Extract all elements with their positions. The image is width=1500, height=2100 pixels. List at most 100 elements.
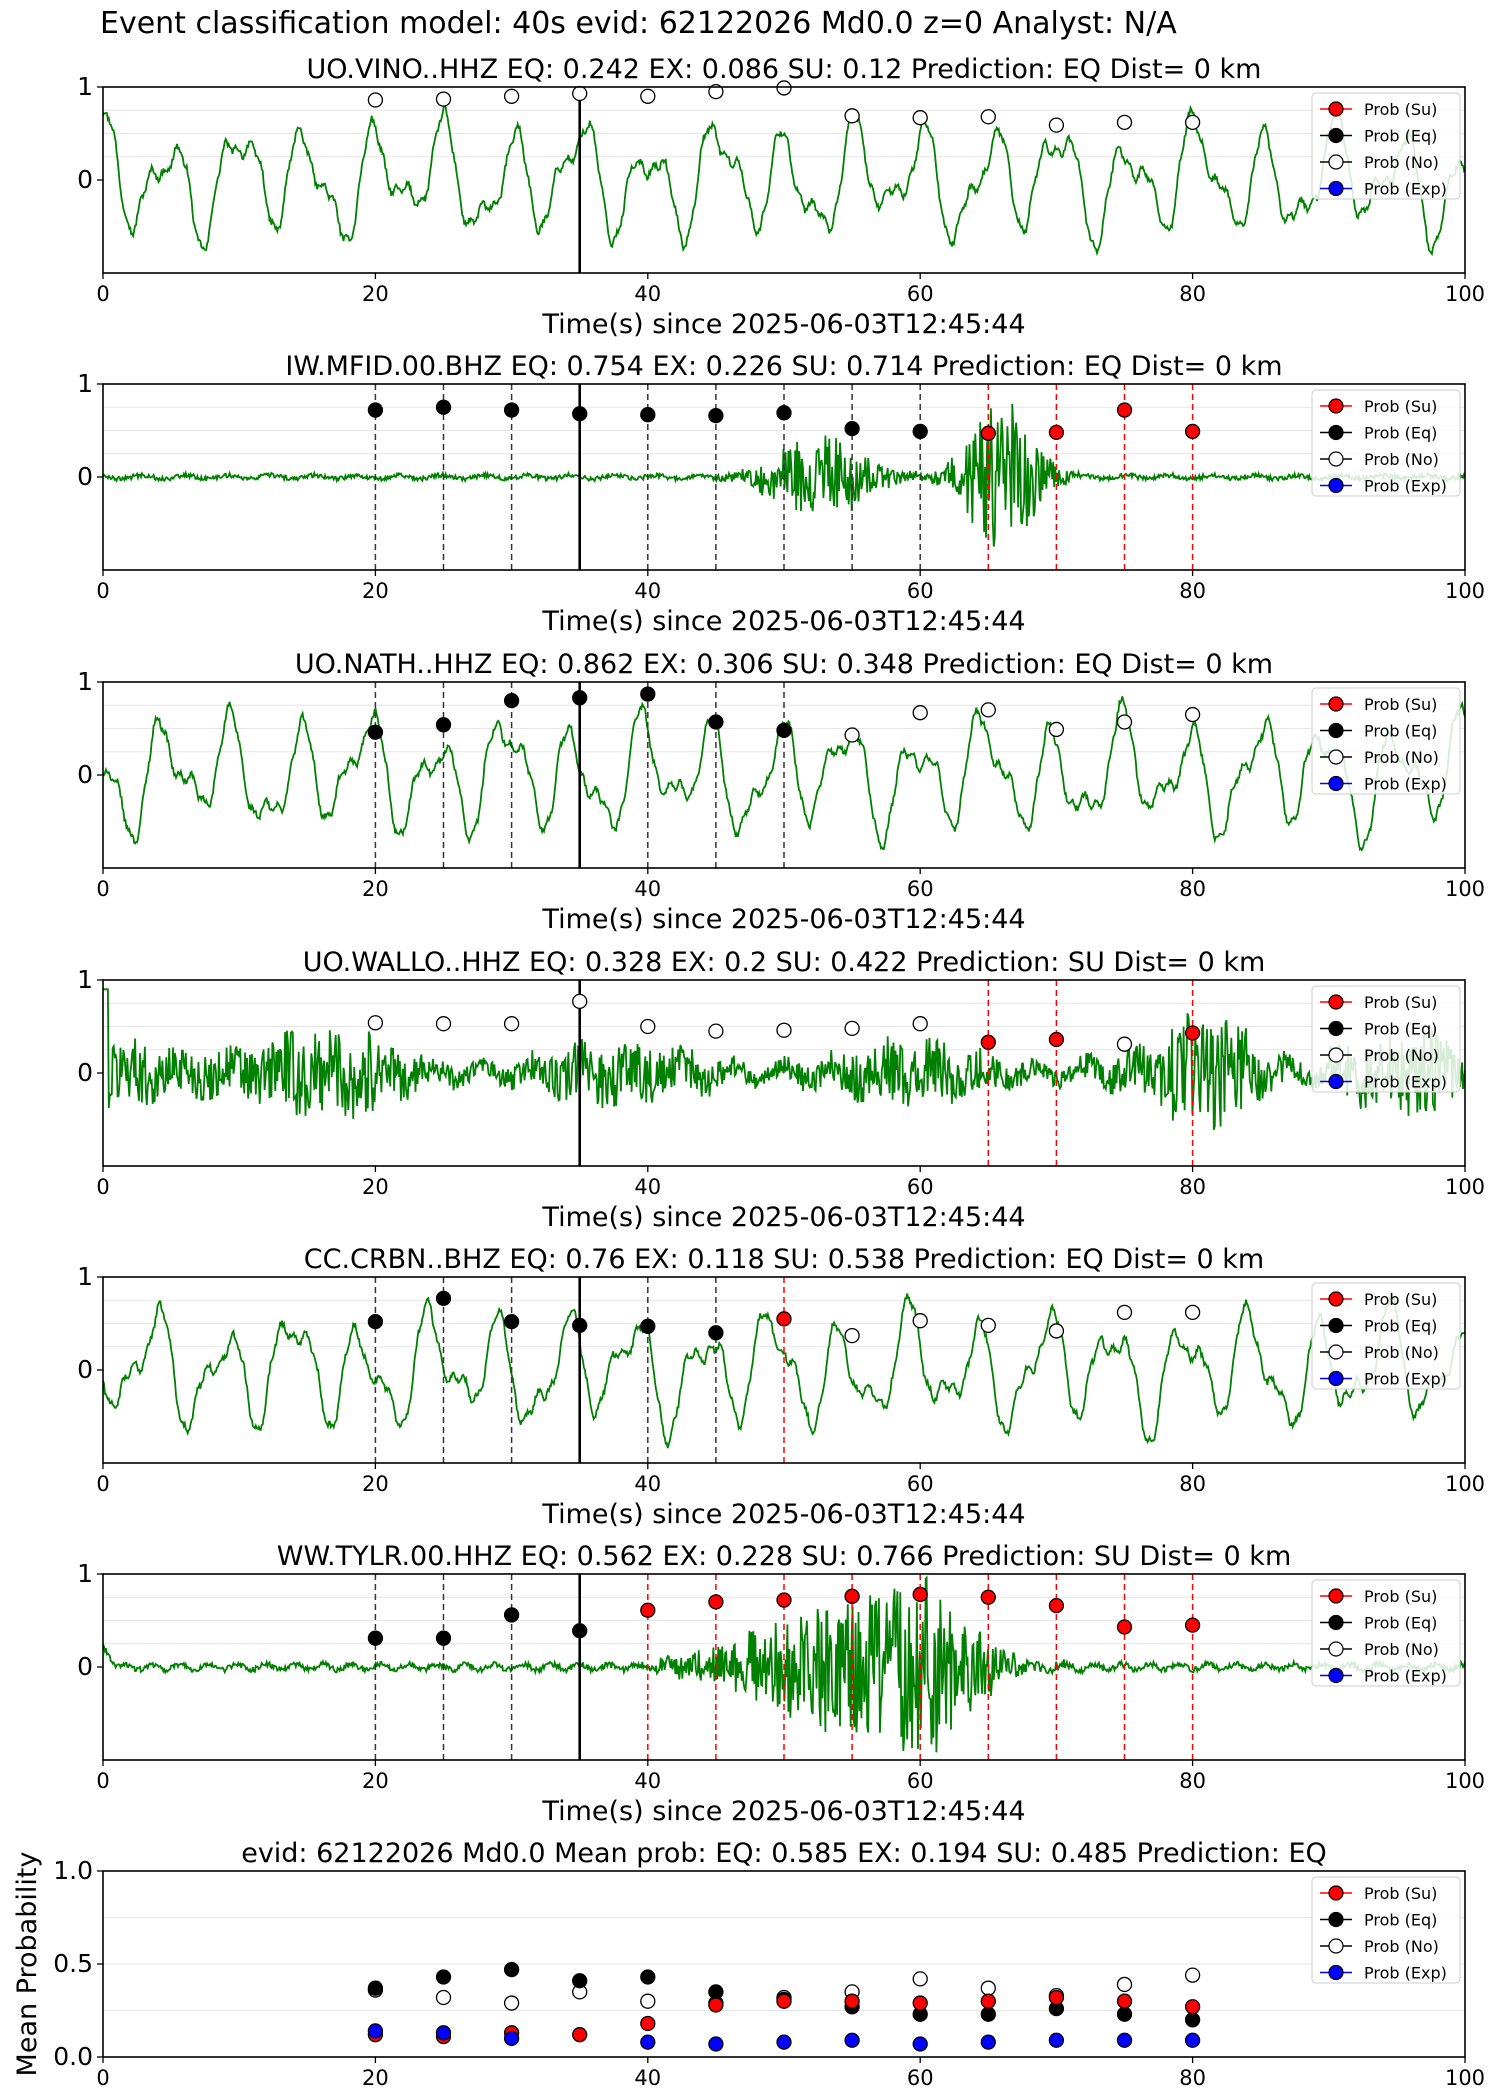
marker-prob-eq xyxy=(367,724,384,740)
marker-prob-no xyxy=(1048,117,1065,133)
marker-prob-no xyxy=(912,1313,928,1329)
legend-label: Prob (Su) xyxy=(1364,100,1437,119)
legend-box xyxy=(1311,92,1461,200)
marker-prob-no xyxy=(1116,1976,1133,1993)
legend-marker-prob-exp xyxy=(1328,1073,1344,1090)
panel-1: UO.VINO..HHZ EQ: 0.242 EX: 0.086 SU: 0.1… xyxy=(77,54,1485,340)
legend-marker-prob-exp xyxy=(1328,477,1344,494)
legend-label: Prob (Su) xyxy=(1364,993,1437,1012)
legend-marker-prob-eq xyxy=(1328,1614,1344,1631)
legend-marker-prob-exp xyxy=(1328,1964,1344,1981)
x-tick-label: 0 xyxy=(96,1472,109,1496)
marker-prob-eq xyxy=(708,1984,724,2000)
marker-prob-exp xyxy=(844,2032,860,2048)
marker-prob-exp xyxy=(640,2034,656,2050)
legend-marker-prob-su xyxy=(1328,696,1344,712)
marker-prob-su xyxy=(1184,1999,1201,2015)
x-tick-label: 40 xyxy=(634,1472,661,1496)
y-axis-label: Mean Probability xyxy=(12,1852,43,2077)
y-tick-label: 0.5 xyxy=(53,1949,93,1978)
marker-prob-no xyxy=(1116,1304,1133,1320)
legend-label: Prob (Eq) xyxy=(1364,127,1437,146)
legend-marker-prob-eq xyxy=(1328,1911,1344,1928)
marker-prob-no xyxy=(1116,1036,1133,1052)
legend-box xyxy=(1311,985,1461,1093)
y-tick-label: 0 xyxy=(77,760,93,789)
waveform-trace xyxy=(103,100,1465,257)
x-axis-label: Time(s) since 2025-06-03T12:45:44 xyxy=(541,904,1025,935)
legend-label: Prob (Su) xyxy=(1364,695,1437,714)
marker-prob-su xyxy=(1048,1031,1065,1048)
x-tick-label: 100 xyxy=(1445,1175,1485,1199)
legend-marker-prob-eq xyxy=(1328,722,1344,739)
marker-prob-su xyxy=(1184,1617,1201,1633)
marker-prob-eq xyxy=(367,402,384,418)
marker-prob-no xyxy=(367,92,384,108)
marker-prob-eq xyxy=(435,1630,452,1646)
panel-title: evid: 62122026 Md0.0 Mean prob: EQ: 0.58… xyxy=(241,1838,1327,1869)
legend-label: Prob (Exp) xyxy=(1364,180,1447,199)
marker-prob-eq xyxy=(708,1325,724,1341)
y-tick-label: 0.0 xyxy=(53,2042,93,2071)
marker-prob-no xyxy=(980,109,996,125)
legend-label: Prob (Eq) xyxy=(1364,1911,1437,1930)
legend-marker-prob-eq xyxy=(1328,1020,1344,1037)
marker-prob-eq xyxy=(572,690,588,706)
marker-prob-su xyxy=(776,1592,792,1608)
x-tick-label: 20 xyxy=(362,1472,389,1496)
marker-prob-su xyxy=(1184,423,1201,440)
x-tick-label: 40 xyxy=(634,579,661,603)
marker-prob-no xyxy=(776,1022,792,1038)
x-tick-label: 60 xyxy=(907,282,934,306)
x-tick-label: 40 xyxy=(634,282,661,306)
marker-prob-exp xyxy=(980,2034,996,2050)
legend-label: Prob (Su) xyxy=(1364,1884,1437,1903)
marker-prob-eq xyxy=(435,399,452,415)
marker-prob-eq xyxy=(572,406,588,422)
x-axis-label: Time(s) since 2025-06-03T12:45:44 xyxy=(541,606,1025,637)
legend-label: Prob (Eq) xyxy=(1364,1020,1437,1039)
x-axis-label: Time(s) since 2025-06-03T12:45:44 xyxy=(541,1796,1025,1827)
marker-prob-eq xyxy=(912,423,928,440)
marker-prob-no xyxy=(844,1020,860,1037)
marker-prob-eq xyxy=(708,407,724,424)
marker-prob-eq xyxy=(844,420,860,437)
marker-prob-no xyxy=(435,1016,452,1032)
legend-marker-prob-no xyxy=(1328,154,1344,170)
panel-title: UO.VINO..HHZ EQ: 0.242 EX: 0.086 SU: 0.1… xyxy=(307,54,1262,85)
marker-prob-eq xyxy=(776,405,792,421)
marker-prob-eq xyxy=(503,1313,520,1330)
marker-prob-su xyxy=(708,1594,724,1610)
panel-7: evid: 62122026 Md0.0 Mean prob: EQ: 0.58… xyxy=(12,1838,1485,2090)
marker-prob-no xyxy=(912,1971,928,1987)
marker-prob-no xyxy=(1048,1323,1065,1339)
legend-label: Prob (Su) xyxy=(1364,1587,1437,1606)
y-tick-label: 0 xyxy=(77,1652,93,1681)
x-tick-label: 60 xyxy=(907,1472,934,1496)
marker-prob-su xyxy=(1116,402,1133,418)
marker-prob-no xyxy=(776,80,792,96)
x-tick-label: 0 xyxy=(96,1175,109,1199)
legend: Prob (Su) Prob (Eq) Prob (No) Prob (Exp) xyxy=(1311,1579,1461,1687)
marker-prob-no xyxy=(708,84,724,100)
legend: Prob (Su) Prob (Eq) Prob (No) Prob (Exp) xyxy=(1311,687,1461,795)
marker-prob-no xyxy=(503,1016,520,1032)
marker-prob-exp xyxy=(503,2030,520,2047)
x-tick-label: 0 xyxy=(96,579,109,603)
x-axis-label: Time(s) since 2025-06-03T12:45:44 xyxy=(541,1202,1025,1233)
marker-prob-no xyxy=(503,1995,520,2011)
x-tick-label: 80 xyxy=(1179,1769,1206,1793)
marker-prob-no xyxy=(1184,706,1201,723)
legend-marker-prob-no xyxy=(1328,451,1344,467)
marker-prob-no xyxy=(1116,114,1133,130)
marker-prob-no xyxy=(980,1980,996,1996)
y-tick-label: 1 xyxy=(77,369,93,398)
x-tick-label: 100 xyxy=(1445,1472,1485,1496)
marker-prob-su xyxy=(1184,1025,1201,1041)
x-tick-label: 80 xyxy=(1179,2066,1206,2090)
legend-marker-prob-eq xyxy=(1328,1317,1344,1334)
marker-prob-eq xyxy=(572,1317,588,1334)
legend-marker-prob-no xyxy=(1328,1344,1344,1360)
panel-4: UO.WALLO..HHZ EQ: 0.328 EX: 0.2 SU: 0.42… xyxy=(77,947,1485,1233)
